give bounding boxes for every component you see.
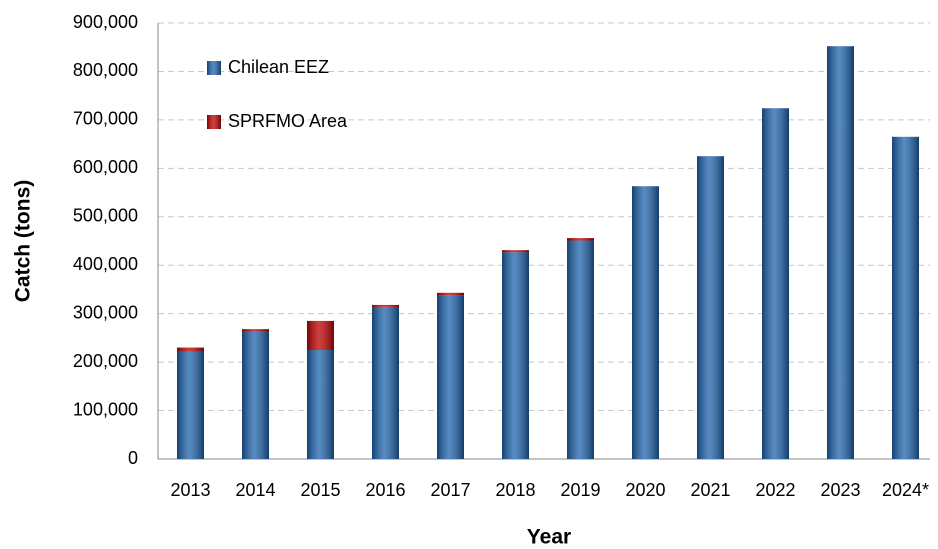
- bar-shine: [567, 240, 594, 459]
- bar-shine: [567, 238, 594, 241]
- x-tick-label: 2014: [235, 480, 275, 500]
- bar-shine: [697, 156, 724, 459]
- x-tick-label: 2024*: [882, 480, 929, 500]
- bar-shine: [437, 295, 464, 459]
- x-tick-label: 2013: [170, 480, 210, 500]
- bar-shine: [307, 320, 334, 350]
- y-tick-label: 400,000: [73, 254, 138, 274]
- bar-shine: [892, 136, 919, 459]
- x-tick-label: 2023: [820, 480, 860, 500]
- y-axis-title: Catch (tons): [12, 180, 35, 303]
- bar-shine: [372, 306, 399, 459]
- y-tick-label: 0: [128, 448, 138, 468]
- y-tick-label: 600,000: [73, 157, 138, 177]
- y-tick-label: 800,000: [73, 60, 138, 80]
- y-tick-label: 100,000: [73, 399, 138, 419]
- bar-shine: [242, 329, 269, 332]
- bar-shine: [372, 304, 399, 307]
- bar-shine: [177, 347, 204, 352]
- x-tick-label: 2020: [625, 480, 665, 500]
- y-tick-label: 300,000: [73, 302, 138, 322]
- y-tick-label: 200,000: [73, 351, 138, 371]
- bar-shine: [502, 252, 529, 459]
- y-tick-label: 700,000: [73, 109, 138, 129]
- bar-shine: [177, 351, 204, 459]
- y-tick-label: 500,000: [73, 206, 138, 226]
- bar-shine: [307, 350, 334, 459]
- x-tick-label: 2019: [560, 480, 600, 500]
- x-tick-label: 2018: [495, 480, 535, 500]
- bar-shine: [762, 108, 789, 460]
- legend-label: SPRFMO Area: [228, 111, 348, 131]
- bar-shine: [242, 331, 269, 459]
- y-tick-label: 900,000: [73, 12, 138, 32]
- x-tick-label: 2017: [430, 480, 470, 500]
- legend-label: Chilean EEZ: [228, 57, 329, 77]
- bar-shine: [502, 250, 529, 253]
- x-tick-label: 2021: [690, 480, 730, 500]
- x-tick-label: 2022: [755, 480, 795, 500]
- bar-shine: [437, 292, 464, 296]
- bar-shine: [827, 46, 854, 460]
- x-tick-label: 2015: [300, 480, 340, 500]
- legend-swatch-shine: [207, 115, 221, 129]
- legend-swatch-shine: [207, 61, 221, 75]
- x-axis-title: Year: [527, 526, 571, 549]
- bar-shine: [632, 186, 659, 459]
- x-tick-label: 2016: [365, 480, 405, 500]
